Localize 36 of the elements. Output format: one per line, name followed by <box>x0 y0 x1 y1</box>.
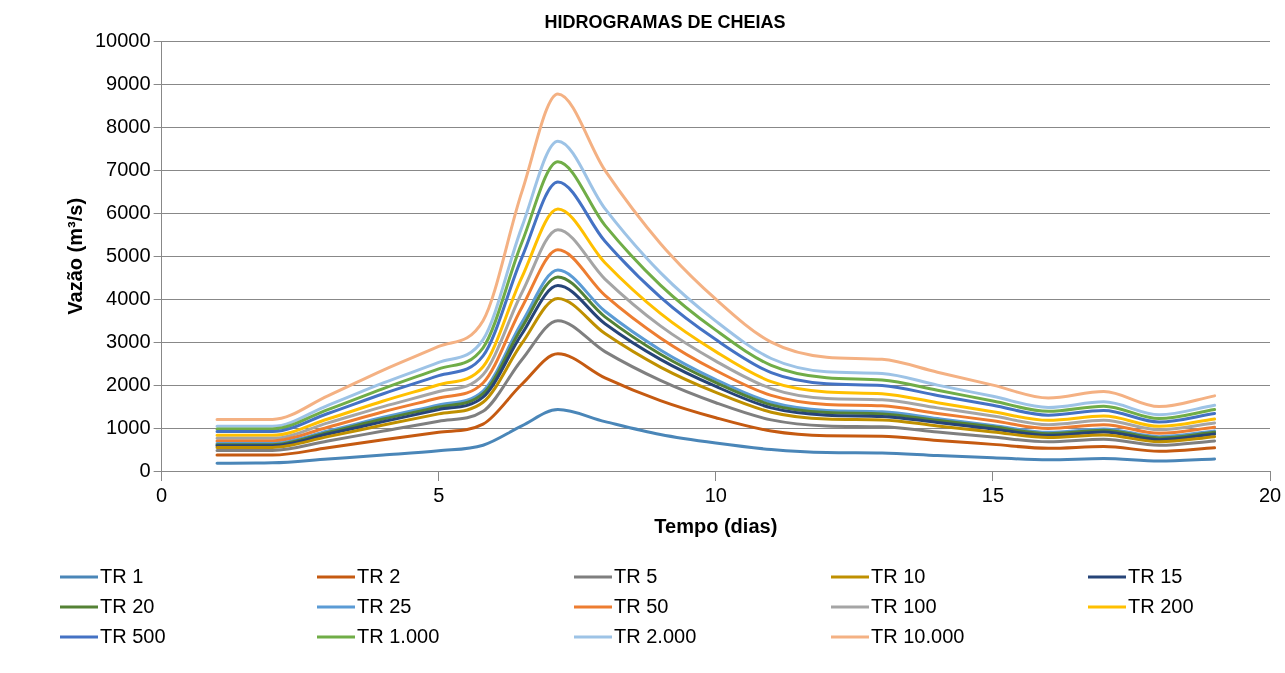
legend-label: TR 1 <box>100 564 144 587</box>
legend-label: TR 500 <box>100 624 166 647</box>
x-tick-label: 0 <box>156 483 168 506</box>
x-tick-label: 5 <box>433 483 445 506</box>
y-tick-label: 0 <box>139 458 151 481</box>
y-tick-label: 5000 <box>106 243 151 266</box>
y-tick-label: 3000 <box>106 329 151 352</box>
y-tick-label: 2000 <box>106 372 151 395</box>
y-tick-label: 9000 <box>106 72 151 95</box>
chart-title: HIDROGRAMAS DE CHEIAS <box>544 11 786 32</box>
x-tick-label: 10 <box>704 483 727 506</box>
y-tick-label: 10000 <box>94 29 151 52</box>
legend-label: TR 2 <box>357 564 401 587</box>
legend-label: TR 15 <box>1128 564 1183 587</box>
line-series <box>215 352 1217 457</box>
y-tick-label: 6000 <box>106 200 151 223</box>
legend-label: TR 1.000 <box>357 624 440 647</box>
legend-label: TR 200 <box>1128 594 1194 617</box>
y-axis-title: Vazão (m³/s) <box>63 197 86 315</box>
legend-label: TR 25 <box>357 594 412 617</box>
y-tick-label: 8000 <box>106 115 151 137</box>
y-tick-label: 7000 <box>106 157 151 180</box>
legend-label: TR 20 <box>100 594 155 617</box>
y-tick-label: 1000 <box>106 415 151 438</box>
line-series <box>215 408 1217 465</box>
legend-label: TR 5 <box>614 564 658 587</box>
legend-label: TR 10 <box>871 564 926 587</box>
legend-label: TR 2.000 <box>614 624 697 647</box>
y-tick-label: 4000 <box>106 286 151 309</box>
x-axis-title: Tempo (dias) <box>654 514 778 537</box>
legend-label: TR 100 <box>871 594 937 617</box>
x-tick-label: 20 <box>1258 483 1282 506</box>
legend-label: TR 50 <box>614 594 669 617</box>
line-series <box>215 92 1217 421</box>
x-tick-label: 15 <box>981 483 1005 506</box>
legend-label: TR 10.000 <box>871 624 965 647</box>
